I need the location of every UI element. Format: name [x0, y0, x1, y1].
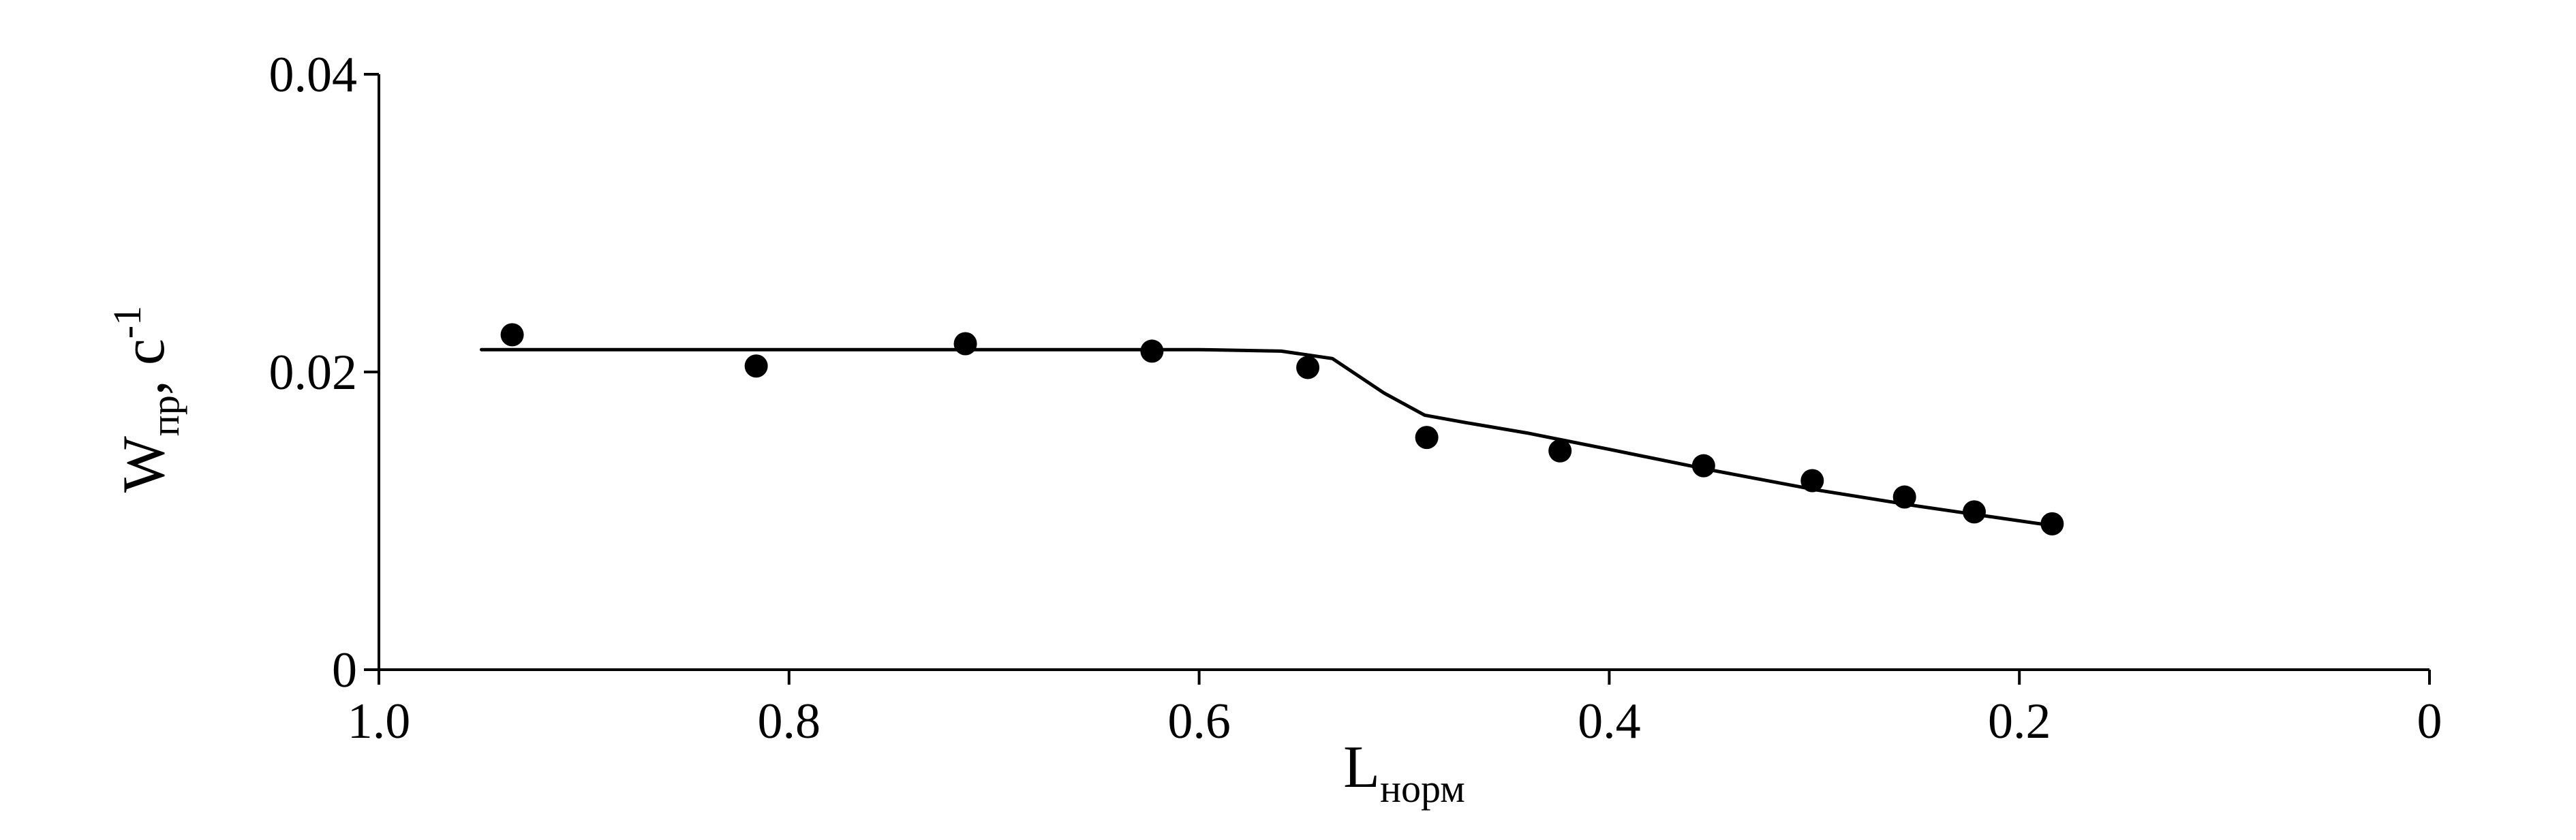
y-tick-label: 0.02	[269, 345, 358, 401]
data-point	[744, 354, 768, 378]
y-axis-title-suffix: , c	[111, 339, 177, 395]
data-point	[1415, 426, 1439, 450]
data-point	[1548, 439, 1572, 463]
data-point	[953, 332, 977, 356]
x-tick-label: 0	[2417, 694, 2442, 749]
data-point	[1800, 469, 1824, 493]
y-tick-label: 0	[332, 642, 357, 698]
y-axis-title: Wпр, c-1	[105, 306, 187, 493]
data-points	[500, 323, 2064, 535]
y-axis-ticks: 0 0.02 0.04	[269, 47, 379, 698]
x-axis-title-main: L	[1343, 734, 1380, 800]
data-point	[1296, 356, 1320, 379]
fit-curve	[480, 347, 2062, 529]
y-tick-label: 0.04	[269, 47, 358, 103]
data-point	[1140, 339, 1164, 363]
x-tick-label: 0.8	[758, 694, 821, 749]
x-axis-title-sub: норм	[1380, 766, 1465, 811]
y-axis-title-sup: -1	[105, 306, 149, 339]
data-point	[1892, 485, 1916, 509]
y-axis-title-sub: пр	[143, 395, 187, 436]
x-tick-label: 0.2	[1988, 694, 2051, 749]
data-point	[1691, 454, 1715, 478]
x-tick-label: 0.4	[1578, 694, 1641, 749]
axes: 1.0 0.8 0.6 0.4 0.2 0 0 0.02 0.04	[269, 47, 2442, 749]
y-axis-title-main: W	[111, 436, 177, 493]
data-point	[2040, 512, 2064, 535]
data-point	[1963, 500, 1987, 524]
x-axis-title: Lнорм	[1343, 734, 1465, 811]
data-point	[500, 323, 524, 347]
x-tick-label: 0.6	[1167, 694, 1231, 749]
x-tick-label: 1.0	[348, 694, 411, 749]
x-axis-ticks: 1.0 0.8 0.6 0.4 0.2 0	[348, 670, 2442, 749]
